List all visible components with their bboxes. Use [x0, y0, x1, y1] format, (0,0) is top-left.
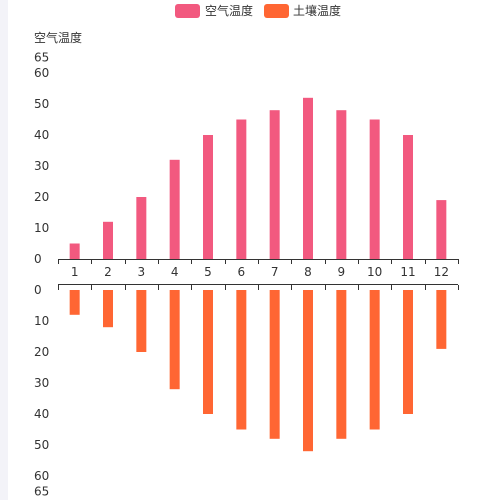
soil-temperature-bar[interactable] [136, 290, 147, 352]
bottom-y-tick-label: 65 [34, 485, 49, 499]
legend-item-air-temperature[interactable]: 空气温度 [175, 3, 253, 18]
soil-temperature-bar[interactable] [336, 290, 347, 439]
air-temperature-bar[interactable] [269, 110, 280, 259]
x-tick-label: 8 [304, 265, 312, 279]
x-tick-label: 3 [138, 265, 146, 279]
top-y-tick-label: 40 [34, 128, 49, 142]
x-tick-label: 9 [338, 265, 346, 279]
soil-temperature-bar[interactable] [169, 290, 180, 390]
x-axis-ticks [58, 259, 459, 290]
x-tick-label: 2 [104, 265, 112, 279]
legend-swatch-air-temperature [175, 4, 200, 18]
air-temperature-bars [69, 97, 447, 260]
bottom-y-tick-label: 60 [34, 469, 49, 483]
soil-temperature-bar[interactable] [403, 290, 413, 414]
bottom-y-tick-label: 10 [34, 314, 49, 328]
legend-label-soil-temperature: 土壤温度 [293, 3, 341, 18]
soil-temperature-bar[interactable] [103, 290, 113, 328]
top-y-tick-label: 65 [34, 51, 49, 65]
legend-item-soil-temperature[interactable]: 土壤温度 [264, 3, 341, 18]
x-tick-label: 5 [204, 265, 212, 279]
soil-temperature-bar[interactable] [269, 290, 280, 439]
air-temperature-bar[interactable] [103, 221, 113, 259]
top-y-tick-label: 10 [34, 221, 49, 235]
x-tick-label: 1 [71, 265, 79, 279]
top-y-tick-label: 0 [34, 252, 42, 266]
air-temperature-bar[interactable] [69, 243, 80, 260]
bottom-y-tick-label: 0 [34, 283, 42, 297]
legend-label-air-temperature: 空气温度 [205, 3, 253, 18]
legend-swatch-soil-temperature [264, 4, 289, 18]
air-temperature-bar[interactable] [236, 119, 247, 260]
top-y-tick-label: 20 [34, 190, 49, 204]
top-y-tick-label: 50 [34, 97, 49, 111]
left-page-edge [0, 0, 8, 500]
x-tick-label: 6 [238, 265, 246, 279]
soil-temperature-bar[interactable] [236, 290, 247, 430]
air-temperature-bar[interactable] [336, 110, 347, 259]
x-tick-label: 12 [434, 265, 449, 279]
soil-temperature-bars [69, 290, 447, 452]
x-tick-label: 11 [400, 265, 415, 279]
soil-temperature-bar[interactable] [369, 290, 380, 430]
air-temperature-bar[interactable] [169, 159, 180, 259]
bottom-y-axis-ticks: 0 10 20 30 40 50 60 65 [34, 283, 49, 499]
soil-temperature-bar[interactable] [303, 290, 313, 452]
x-tick-label: 7 [271, 265, 279, 279]
bottom-y-tick-label: 50 [34, 438, 49, 452]
x-tick-label: 4 [171, 265, 179, 279]
soil-temperature-bar[interactable] [436, 290, 447, 349]
bottom-y-tick-label: 20 [34, 345, 49, 359]
legend: 空气温度 土壤温度 [175, 3, 341, 18]
air-temperature-bar[interactable] [436, 200, 447, 259]
x-tick-label: 10 [367, 265, 382, 279]
x-axis-labels: 1 2 3 4 5 6 7 8 9 10 11 12 [71, 265, 449, 279]
bottom-y-tick-label: 40 [34, 407, 49, 421]
soil-temperature-bar[interactable] [69, 290, 80, 315]
top-y-axis-name: 空气温度 [34, 30, 82, 45]
top-y-tick-label: 30 [34, 159, 49, 173]
air-temperature-bar[interactable] [203, 135, 213, 259]
top-y-tick-label: 60 [34, 66, 49, 80]
air-temperature-bar[interactable] [403, 135, 413, 259]
air-temperature-bar[interactable] [136, 197, 147, 259]
air-temperature-bar[interactable] [303, 97, 313, 259]
bottom-y-tick-label: 30 [34, 376, 49, 390]
air-temperature-bar[interactable] [369, 119, 380, 260]
soil-temperature-bar[interactable] [203, 290, 213, 414]
